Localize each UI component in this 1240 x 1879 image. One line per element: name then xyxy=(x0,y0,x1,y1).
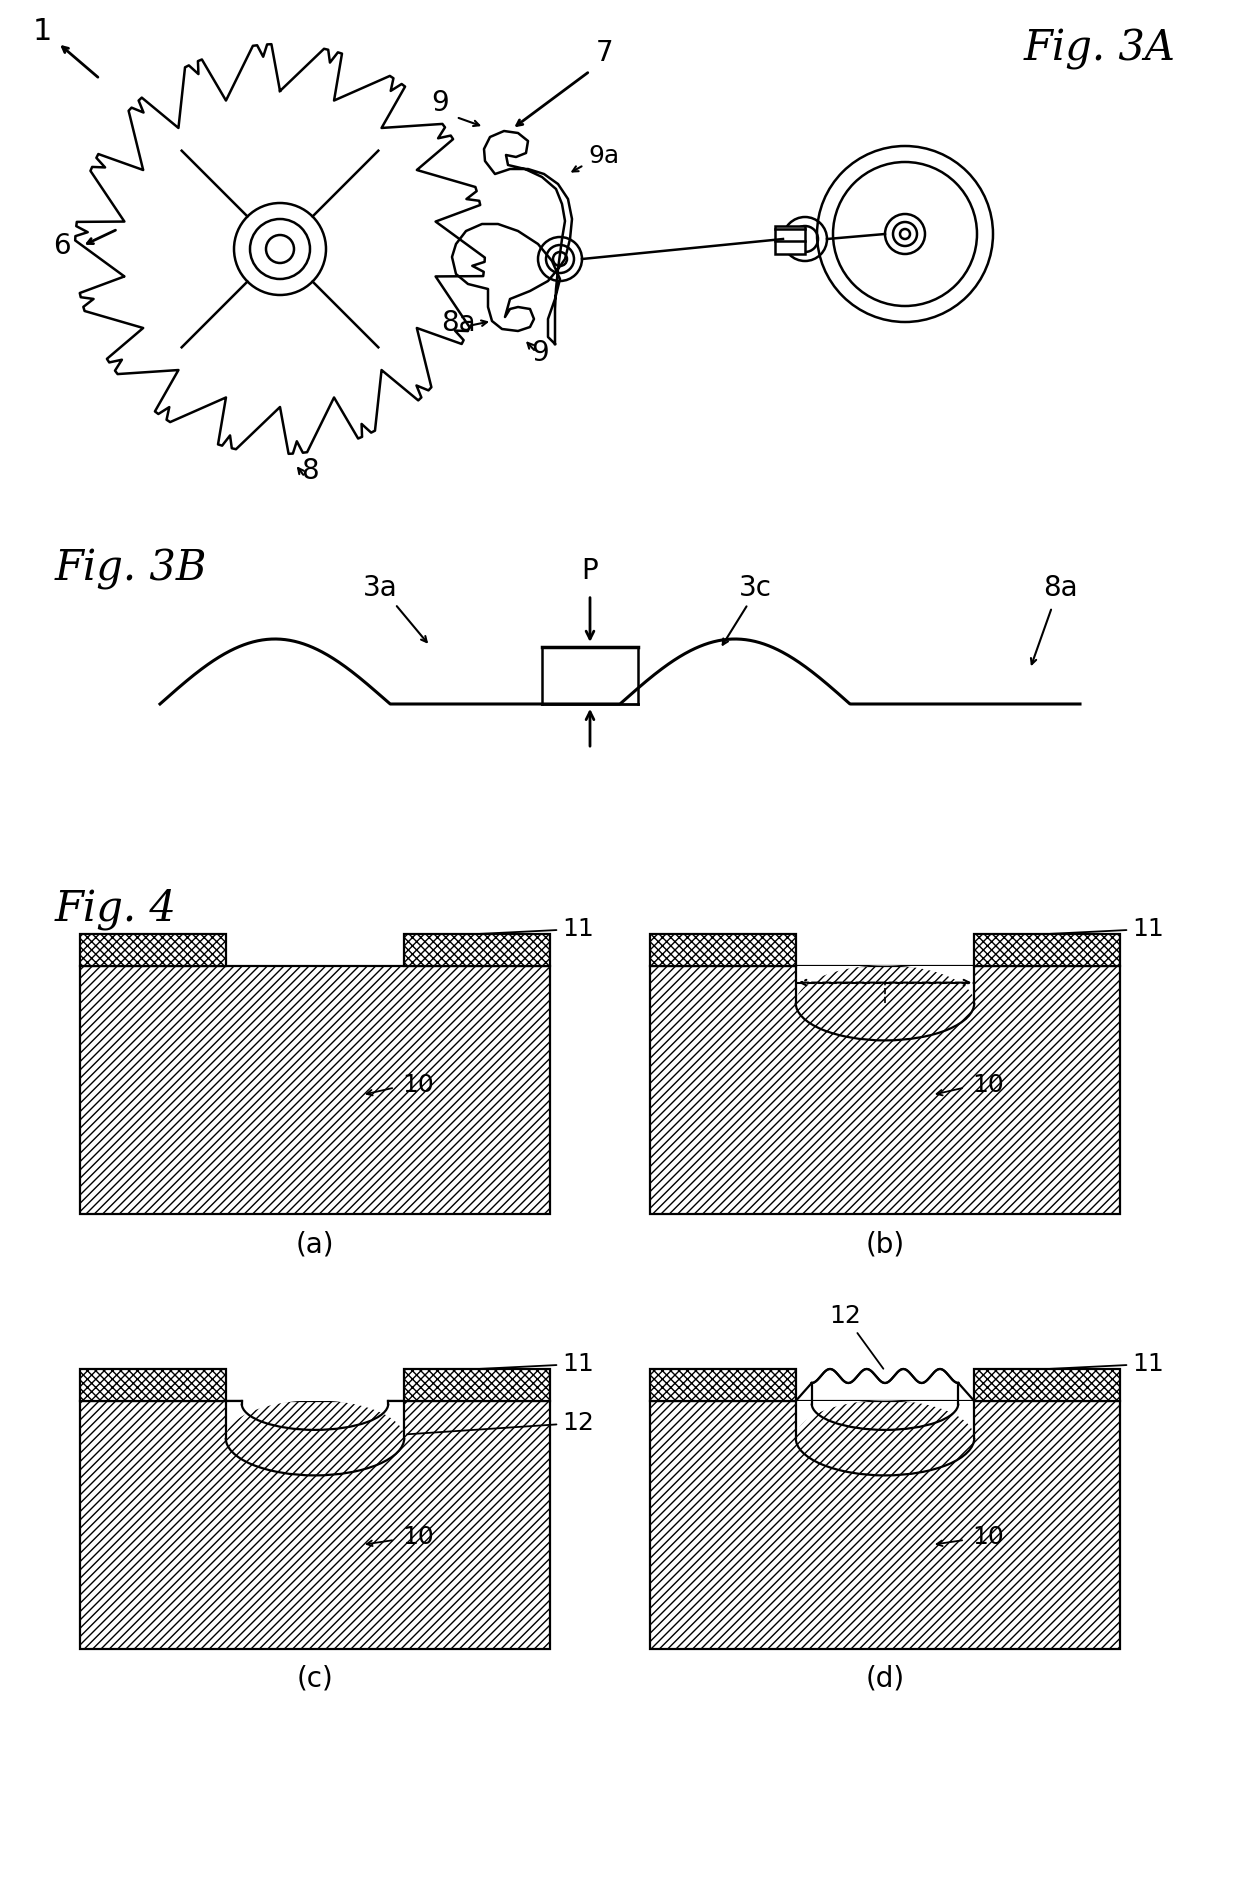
Polygon shape xyxy=(226,1400,404,1437)
Text: 1: 1 xyxy=(32,17,52,45)
Text: 10: 10 xyxy=(972,1073,1004,1097)
Bar xyxy=(81,1402,551,1650)
Text: (c): (c) xyxy=(296,1665,334,1693)
Text: 9a: 9a xyxy=(588,145,619,167)
Text: 11: 11 xyxy=(480,917,594,941)
Bar xyxy=(404,1370,551,1402)
Text: (a): (a) xyxy=(296,1231,335,1259)
Text: 11: 11 xyxy=(480,1353,594,1375)
Text: 9: 9 xyxy=(531,338,549,366)
Bar xyxy=(975,934,1120,966)
Bar xyxy=(775,225,805,254)
Bar xyxy=(81,966,551,1214)
Text: 12: 12 xyxy=(407,1411,594,1436)
Text: 10: 10 xyxy=(972,1526,1004,1550)
Text: Fig. 3A: Fig. 3A xyxy=(1024,28,1176,70)
Bar xyxy=(81,934,226,966)
Text: 12: 12 xyxy=(830,1304,883,1368)
Text: 8a: 8a xyxy=(440,308,475,336)
Bar xyxy=(650,1402,1120,1650)
Text: 8: 8 xyxy=(301,457,319,485)
Text: 8a: 8a xyxy=(1043,573,1078,601)
Bar xyxy=(975,1370,1120,1402)
Bar xyxy=(81,1370,226,1402)
Text: 9: 9 xyxy=(432,88,449,116)
Text: 3c: 3c xyxy=(739,573,771,601)
Text: 7: 7 xyxy=(596,39,614,68)
Text: 6: 6 xyxy=(53,231,71,259)
Polygon shape xyxy=(796,966,975,1003)
Bar xyxy=(404,934,551,966)
Text: 3a: 3a xyxy=(362,573,397,601)
Text: Fig. 4: Fig. 4 xyxy=(55,889,177,930)
Bar xyxy=(650,966,1120,1214)
Text: P: P xyxy=(582,556,599,584)
Polygon shape xyxy=(812,1377,959,1404)
Text: 10: 10 xyxy=(403,1526,434,1550)
Text: 10: 10 xyxy=(403,1073,434,1097)
Polygon shape xyxy=(796,1400,975,1437)
Bar xyxy=(650,934,796,966)
Text: 11: 11 xyxy=(1050,917,1164,941)
Text: (d): (d) xyxy=(866,1665,904,1693)
Text: Fig. 3B: Fig. 3B xyxy=(55,549,207,590)
Bar xyxy=(650,1370,796,1402)
Text: (b): (b) xyxy=(866,1231,904,1259)
Polygon shape xyxy=(242,1377,388,1404)
Text: 11: 11 xyxy=(1050,1353,1164,1375)
